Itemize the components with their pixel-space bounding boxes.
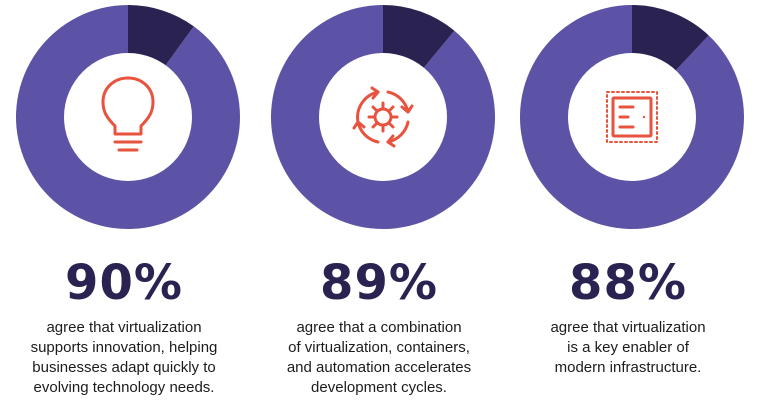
donut-hole: [319, 53, 447, 181]
description-line: supports innovation, helping: [30, 339, 218, 356]
stat-card-3: 88% agree that virtualization is a key e…: [504, 0, 752, 412]
description-line: development cycles.: [311, 379, 447, 396]
lightbulb-icon: [101, 76, 155, 152]
chip-icon: [606, 91, 658, 143]
stat-description: agree that a combination of virtualizati…: [255, 318, 503, 398]
donut-hole: [64, 53, 192, 181]
description-line: is a key enabler of: [567, 339, 689, 356]
description-line: of virtualization, containers,: [288, 339, 470, 356]
description-line: modern infrastructure.: [554, 359, 702, 376]
stat-description: agree that virtualization is a key enabl…: [504, 318, 752, 378]
description-line: agree that virtualization: [550, 319, 706, 336]
stat-percentage: 88%: [569, 255, 687, 311]
stat-description: agree that virtualization supports innov…: [0, 318, 248, 398]
donut-chart-2: [271, 5, 496, 229]
donut-hole: [568, 53, 696, 181]
description-line: agree that a combination: [296, 319, 462, 336]
stat-percentage: 89%: [320, 255, 438, 311]
donut-chart-1: [15, 5, 240, 229]
description-line: agree that virtualization: [46, 319, 202, 336]
description-line: evolving technology needs.: [33, 379, 215, 396]
stat-percentage: 90%: [65, 255, 183, 311]
automation-cycle-icon: [352, 86, 414, 148]
description-line: and automation accelerates: [286, 359, 472, 376]
description-line: businesses adapt quickly to: [32, 359, 216, 376]
stat-card-1: 90% agree that virtualization supports i…: [0, 0, 248, 412]
stat-card-2: 89% agree that a combination of virtuali…: [255, 0, 503, 412]
donut-chart-3: [519, 5, 744, 230]
